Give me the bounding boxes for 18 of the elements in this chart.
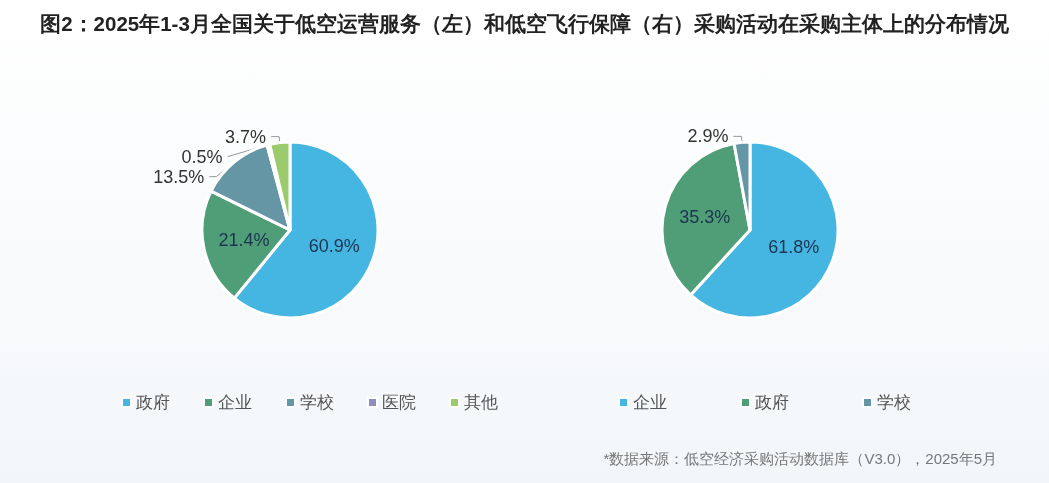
chart-title: 图2：2025年1-3月全国关于低空运营服务（左）和低空飞行保障（右）采购活动在采购主体上的分布情况 (39, 11, 1010, 37)
legend-label: 学校 (300, 393, 334, 412)
legend-label: 政府 (136, 393, 170, 412)
data-label: 3.7% (225, 126, 267, 147)
legend-label: 政府 (755, 393, 789, 412)
legend-label: 企业 (633, 393, 667, 412)
data-label: 2.9% (687, 126, 729, 147)
data-label: 60.9% (308, 235, 360, 256)
data-label: 0.5% (181, 146, 223, 167)
legend-label: 其他 (464, 393, 498, 412)
legend-label: 企业 (218, 393, 252, 412)
data-label: 21.4% (218, 229, 270, 250)
legend-label: 学校 (877, 393, 911, 412)
legend-label: 医院 (382, 393, 416, 412)
data-label: 35.3% (679, 207, 731, 228)
data-label: 61.8% (768, 237, 820, 258)
text: *数据来源：低空经济采购活动数据库（V3.0），2025年5月 (603, 450, 997, 469)
data-label: 13.5% (153, 166, 205, 187)
